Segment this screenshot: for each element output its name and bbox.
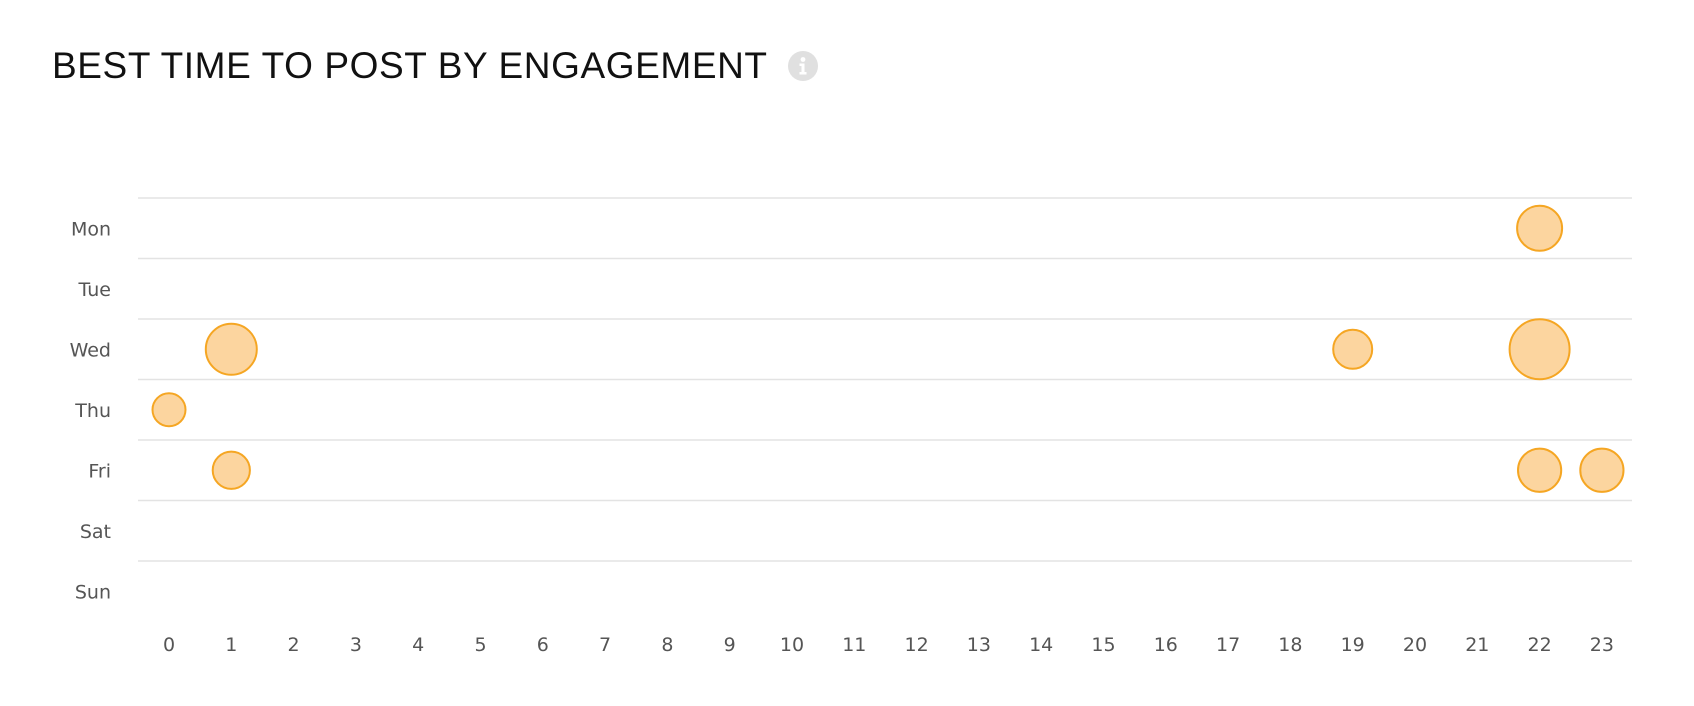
y-tick-label: Mon (71, 218, 111, 240)
bubble-point[interactable] (151, 392, 187, 428)
x-tick-label: 16 (1154, 634, 1178, 656)
x-tick-label: 21 (1465, 634, 1489, 656)
chart-title: BEST TIME TO POST BY ENGAGEMENT (52, 45, 768, 86)
x-tick-label: 6 (537, 634, 549, 656)
y-axis-labels: Mon Tue Wed Thu Fri Sat Sun (70, 218, 111, 603)
y-tick-label: Wed (70, 339, 111, 361)
x-tick-label: 19 (1341, 634, 1365, 656)
bubble-point[interactable] (1516, 204, 1564, 252)
bubble-point[interactable] (1579, 447, 1625, 493)
chart-header: BEST TIME TO POST BY ENGAGEMENT (52, 42, 818, 90)
bubble-point[interactable] (1508, 318, 1571, 381)
x-tick-label: 20 (1403, 634, 1427, 656)
x-tick-label: 5 (474, 634, 486, 656)
y-tick-label: Tue (78, 279, 111, 301)
x-tick-label: 18 (1278, 634, 1302, 656)
info-icon[interactable] (787, 51, 818, 81)
bubble-point[interactable] (211, 450, 251, 490)
x-tick-label: 13 (967, 634, 991, 656)
y-tick-label: Fri (88, 460, 111, 482)
x-tick-label: 14 (1029, 634, 1053, 656)
x-tick-label: 1 (225, 634, 237, 656)
x-tick-label: 7 (599, 634, 611, 656)
x-tick-label: 11 (842, 634, 866, 656)
x-tick-label: 17 (1216, 634, 1240, 656)
y-tick-label: Thu (74, 400, 111, 422)
x-tick-label: 2 (288, 634, 300, 656)
x-tick-label: 15 (1091, 634, 1115, 656)
x-axis-labels: 0 1 2 3 4 5 6 7 8 9 10 11 12 13 14 15 16 17 18 19 20 21 22 23 (163, 634, 1614, 656)
x-tick-label: 22 (1528, 634, 1552, 656)
bubble-point[interactable] (204, 322, 258, 376)
bubble-point[interactable] (1517, 447, 1563, 493)
x-tick-label: 10 (780, 634, 804, 656)
grid-layer (138, 197, 1632, 562)
x-tick-label: 9 (724, 634, 736, 656)
x-tick-label: 23 (1590, 634, 1614, 656)
bubble-layer (151, 204, 1625, 493)
x-tick-label: 8 (661, 634, 673, 656)
x-tick-label: 4 (412, 634, 424, 656)
x-tick-label: 12 (905, 634, 929, 656)
bubble-point[interactable] (1332, 328, 1374, 370)
x-tick-label: 0 (163, 634, 175, 656)
y-tick-label: Sat (80, 521, 111, 543)
x-tick-label: 3 (350, 634, 362, 656)
y-tick-label: Sun (75, 581, 111, 603)
